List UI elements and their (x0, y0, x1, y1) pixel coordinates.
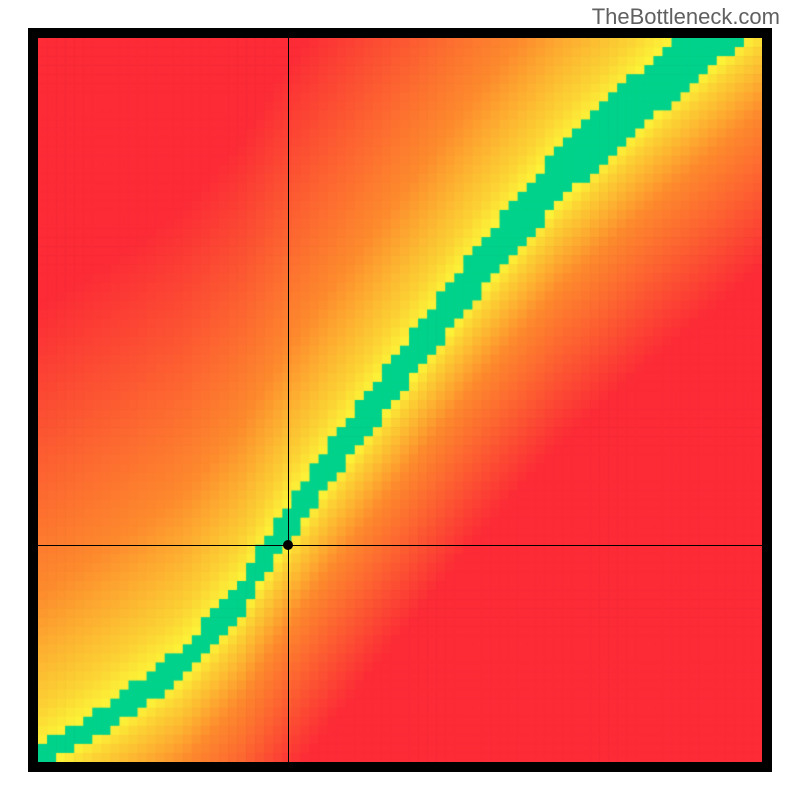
plot-area (28, 28, 772, 772)
chart-container: TheBottleneck.com (0, 0, 800, 800)
marker-dot (283, 540, 293, 550)
crosshair-horizontal (38, 545, 762, 546)
heatmap-canvas (38, 38, 762, 762)
crosshair-vertical (288, 38, 289, 762)
watermark-text: TheBottleneck.com (592, 4, 780, 30)
